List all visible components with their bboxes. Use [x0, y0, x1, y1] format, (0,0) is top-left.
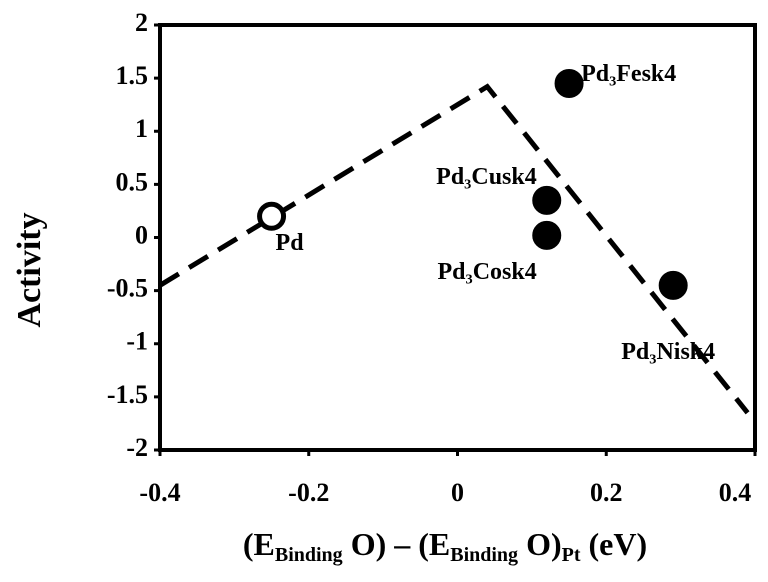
y-tick-label: 1 [135, 114, 148, 143]
point-label: Pd₃Cosk4 [438, 259, 537, 285]
x-label-part: (E [243, 526, 275, 562]
marker [257, 201, 287, 231]
y-tick-label: -0.5 [107, 274, 148, 303]
trend-line [158, 83, 750, 415]
point-label: Pd [276, 230, 305, 256]
x-label-part: O) – (E [343, 526, 451, 562]
y-axis-label: Activity [11, 212, 48, 327]
marker [658, 270, 688, 300]
x-label-subscript: Pt [562, 544, 581, 566]
x-label-subscript: Binding [450, 544, 518, 566]
point-label: Pd₃Cusk4 [436, 164, 537, 190]
y-tick-label: -1.5 [107, 380, 148, 409]
y-tick-label: -2 [126, 433, 148, 462]
x-label-part: (eV) [581, 526, 648, 562]
point-label: Pd₃Fesk4 [581, 61, 676, 87]
x-axis-label: (EBinding O) – (EBinding O)Pt (eV) [243, 526, 647, 565]
x-label-part: O) [518, 526, 562, 562]
point-label: Pd₃Nisk4 [621, 339, 715, 365]
x-tick-label: 0.4 [719, 478, 752, 507]
x-tick-label: 0 [451, 478, 464, 507]
plot-frame [158, 23, 757, 452]
marker [532, 185, 562, 215]
marker [532, 220, 562, 250]
x-tick-label: -0.4 [139, 478, 180, 507]
y-tick-label: 1.5 [116, 61, 149, 90]
x-label-subscript: Binding [275, 544, 343, 566]
x-tick-label: -0.2 [288, 478, 329, 507]
y-tick-label: 2 [135, 8, 148, 37]
y-tick-label: 0 [135, 220, 148, 249]
y-tick-label: -1 [126, 327, 148, 356]
y-tick-label: 0.5 [116, 167, 149, 196]
x-tick-label: 0.2 [590, 478, 623, 507]
marker [554, 68, 584, 98]
